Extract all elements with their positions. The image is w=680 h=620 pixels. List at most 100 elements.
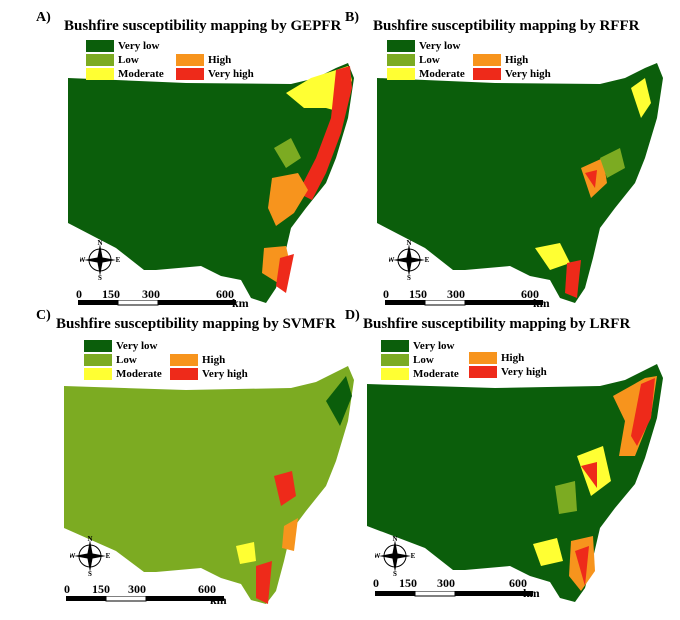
legend-item: Moderate: [86, 68, 164, 80]
legend-swatch: [387, 54, 415, 66]
legend-label: Very low: [413, 340, 455, 352]
scale-tick-label: 150: [399, 576, 417, 590]
panel-letter: B): [345, 10, 359, 25]
scale-tick-label: 300: [447, 287, 465, 301]
legend-item: Moderate: [387, 68, 465, 80]
legend-item: Very low: [381, 340, 454, 352]
panel-letter: D): [345, 308, 360, 323]
susceptibility-map: [68, 63, 354, 303]
panel-title: Bushfire susceptibility mapping by GEPFR: [64, 18, 342, 34]
legend-label: Very low: [419, 40, 461, 52]
panel-letter: A): [36, 10, 51, 25]
svg-text:W: W: [389, 256, 395, 264]
nsw-map-outline: [64, 366, 354, 604]
legend-swatch: [170, 368, 198, 380]
legend-item: Very low: [387, 40, 460, 52]
legend-swatch: [381, 368, 409, 380]
scale-unit: km: [523, 586, 540, 600]
legend-label: High: [501, 352, 525, 364]
legend-label: Very low: [118, 40, 160, 52]
svg-text:W: W: [80, 256, 86, 264]
legend-swatch: [84, 354, 112, 366]
svg-text:N: N: [392, 536, 397, 543]
legend-swatch: [381, 354, 409, 366]
scale-unit: km: [232, 296, 249, 310]
panel-title: Bushfire susceptibility mapping by LRFR: [363, 316, 631, 332]
scale-tick-label: 0: [373, 576, 379, 590]
susceptibility-map: [367, 364, 663, 602]
scale-bar: [385, 300, 543, 306]
legend-label: Very high: [208, 68, 254, 80]
legend-swatch: [176, 54, 204, 66]
nsw-map-outline: [68, 63, 354, 303]
map-panel-svmfr: C) Bushfire susceptibility mapping by SV…: [36, 306, 366, 607]
legend-swatch: [86, 68, 114, 80]
scale-bar: [66, 596, 224, 602]
scale-bar: [78, 300, 236, 306]
susceptibility-map: [64, 366, 354, 604]
legend-label: Very low: [116, 340, 158, 352]
scale-bar: [375, 591, 533, 597]
scale-tick-label: 0: [383, 287, 389, 301]
svg-text:E: E: [411, 552, 415, 560]
legend-item: Moderate: [84, 368, 162, 380]
compass-rose-icon: N S E W: [375, 536, 415, 576]
svg-text:N: N: [87, 536, 92, 543]
scale-tick-label: 0: [76, 287, 82, 301]
svg-text:S: S: [407, 274, 411, 280]
legend-label: Low: [118, 54, 139, 66]
legend-label: High: [208, 54, 232, 66]
legend-swatch: [381, 340, 409, 352]
legend-item: Low: [387, 54, 440, 66]
legend-item: Very low: [86, 40, 159, 52]
legend-item: Low: [381, 354, 434, 366]
scale-unit: km: [210, 593, 227, 607]
svg-text:E: E: [425, 256, 429, 264]
panel-title: Bushfire susceptibility mapping by SVMFR: [56, 316, 336, 332]
legend-item: Low: [84, 354, 137, 366]
legend-label: Moderate: [118, 68, 164, 80]
svg-text:W: W: [375, 552, 381, 560]
legend-label: High: [505, 54, 529, 66]
scale-tick-label: 600: [521, 287, 539, 301]
scale-unit: km: [533, 296, 550, 310]
scale-tick-label: 0: [64, 582, 70, 596]
legend-item: Low: [86, 54, 139, 66]
legend-label: Moderate: [413, 368, 459, 380]
legend-item: Very high: [473, 68, 551, 80]
legend-swatch: [387, 68, 415, 80]
legend-item: Very high: [176, 68, 254, 80]
panel-letter: C): [36, 308, 51, 323]
scale-tick-label: 150: [409, 287, 427, 301]
scale-tick-label: 150: [102, 287, 120, 301]
nsw-map-outline: [377, 63, 663, 303]
scale-tick-label: 600: [198, 582, 216, 596]
legend-label: Low: [419, 54, 440, 66]
legend-swatch: [84, 340, 112, 352]
scale-tick-label: 150: [92, 582, 110, 596]
panel-title: Bushfire susceptibility mapping by RFFR: [373, 18, 640, 34]
legend-label: High: [202, 354, 226, 366]
legend-item: Moderate: [381, 368, 459, 380]
legend-item: Very high: [469, 366, 547, 378]
legend-item: High: [176, 54, 231, 66]
scale-tick-label: 300: [437, 576, 455, 590]
legend-swatch: [84, 368, 112, 380]
legend-swatch: [170, 354, 198, 366]
legend-swatch: [469, 352, 497, 364]
legend-item: High: [469, 352, 524, 364]
legend-item: High: [473, 54, 528, 66]
legend-label: Very high: [202, 368, 248, 380]
scale-tick-label: 300: [142, 287, 160, 301]
scale-tick-label: 600: [509, 576, 527, 590]
legend-swatch: [469, 366, 497, 378]
legend-swatch: [473, 54, 501, 66]
legend-swatch: [86, 40, 114, 52]
legend-label: Low: [413, 354, 434, 366]
svg-text:S: S: [393, 570, 397, 576]
legend-swatch: [176, 68, 204, 80]
legend-swatch: [473, 68, 501, 80]
map-panel-lrfr: D) Bushfire susceptibility mapping by LR…: [345, 306, 675, 606]
scale-tick-label: 300: [128, 582, 146, 596]
susceptibility-map: [377, 63, 663, 303]
